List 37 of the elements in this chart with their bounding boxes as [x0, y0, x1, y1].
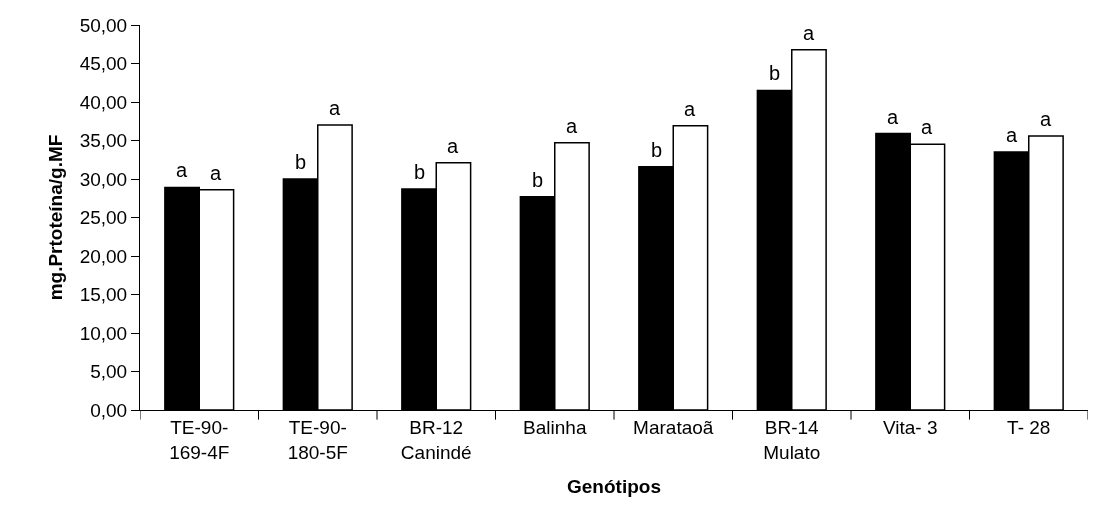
annotation: a — [803, 22, 815, 44]
annotation: a — [176, 159, 188, 181]
y-tick-label: 45,00 — [79, 53, 128, 75]
y-tick-label: 0,00 — [90, 399, 128, 421]
annotation: a — [447, 135, 459, 157]
x-tick-label: TE-90-169-4F — [169, 416, 230, 463]
annotation: a — [921, 116, 933, 138]
x-tick-label: T- 28 — [1007, 416, 1051, 438]
y-tick-label: 15,00 — [79, 284, 128, 306]
annotation: a — [210, 162, 222, 184]
y-tick-label: 10,00 — [79, 322, 128, 344]
y-tick-label: 50,00 — [79, 14, 128, 36]
x-tick-label: Vita- 3 — [882, 416, 938, 438]
x-tick-label: Marataoã — [633, 416, 714, 438]
annotation: a — [1040, 108, 1052, 130]
annotation: a — [684, 98, 696, 120]
x-axis-title: Genótipos — [567, 476, 661, 498]
annotation: a — [887, 106, 899, 128]
y-tick-label: 25,00 — [79, 207, 128, 229]
y-axis-title: mg.Prtoteína/g.MF — [44, 134, 66, 301]
annotation: b — [295, 151, 307, 173]
annotation: b — [414, 161, 426, 183]
y-tick-label: 5,00 — [90, 361, 128, 383]
annotation: b — [532, 169, 544, 191]
y-tick-label: 30,00 — [79, 168, 128, 190]
x-tick-label: BR-12 Canindé — [400, 416, 472, 463]
annotation: b — [651, 139, 663, 161]
x-tick-label: Balinha — [523, 416, 587, 438]
annotation: a — [1006, 124, 1018, 146]
annotation: b — [769, 62, 781, 84]
y-tick-label: 20,00 — [79, 245, 128, 267]
annotation: a — [329, 97, 341, 119]
x-tick-label: BR-14 Mulato — [763, 416, 821, 463]
y-tick-label: 35,00 — [79, 130, 128, 152]
x-tick-label: TE-90-180-5F — [287, 416, 348, 463]
annotation: a — [566, 115, 578, 137]
y-tick-label: 40,00 — [79, 91, 128, 113]
